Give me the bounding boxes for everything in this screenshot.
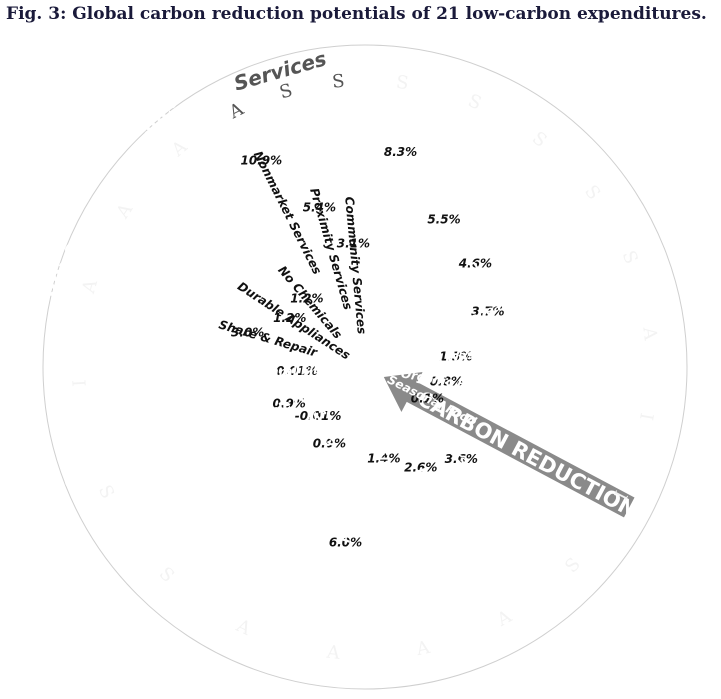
value-label-proximity-services: 5.4% xyxy=(303,201,336,215)
center-hole xyxy=(321,323,409,411)
value-label-share-repair: 3.0% xyxy=(231,326,264,340)
value-label-durable-appliances: 1.2% xyxy=(273,311,306,325)
ring-letter-buildings-0: A xyxy=(325,641,342,664)
value-label-natural-materials: -0.01% xyxy=(295,409,342,423)
ring-letter-mobility-2: A xyxy=(414,637,433,661)
value-label-community-services: 3.1% xyxy=(337,236,370,250)
value-label-work-from-home: 2.6% xyxy=(404,461,437,475)
value-label-seasonal-food: 0.1% xyxy=(411,391,444,405)
value-label-nonmarket-services: 10.9% xyxy=(240,153,282,167)
ring-letter-diet-0: S xyxy=(395,72,410,94)
item-label-natural-fiber: Natural Fiber xyxy=(246,362,337,381)
value-label-no-chemicals: 1.2% xyxy=(290,292,323,306)
value-label-less-flying: 1.4% xyxy=(367,451,400,465)
value-label-less-cars: 3.6% xyxy=(445,452,478,466)
value-label-mediterranean: 3.7% xyxy=(471,304,504,318)
ring-letter-services-1: S xyxy=(277,80,295,104)
ring-letter-clothing-1: I xyxy=(67,379,88,387)
value-label-vegan: 5.5% xyxy=(427,212,460,226)
value-label-natural-fiber: 0.01% xyxy=(276,364,318,378)
value-label-less-waste: 1.3% xyxy=(439,349,472,363)
value-label-min-construction-work: 0.9% xyxy=(313,436,346,450)
value-label-vegetarian: 4.6% xyxy=(458,257,492,271)
arrow-shape xyxy=(381,370,637,520)
ring-letter-services-2: S xyxy=(331,71,345,93)
value-label-durable-fashion: 0.9% xyxy=(272,397,305,411)
ring-letter-food-1: I xyxy=(637,412,659,423)
figure-title: Fig. 3: Global carbon reduction potentia… xyxy=(6,4,707,24)
value-label-passive-house: 6.0% xyxy=(329,535,362,549)
value-label-organic-food: 0.8% xyxy=(430,374,463,388)
ring-letter-food-0: A xyxy=(638,325,661,342)
ring-guides-layer xyxy=(42,44,688,690)
value-label-healthy-vegan: 8.3% xyxy=(384,145,417,159)
